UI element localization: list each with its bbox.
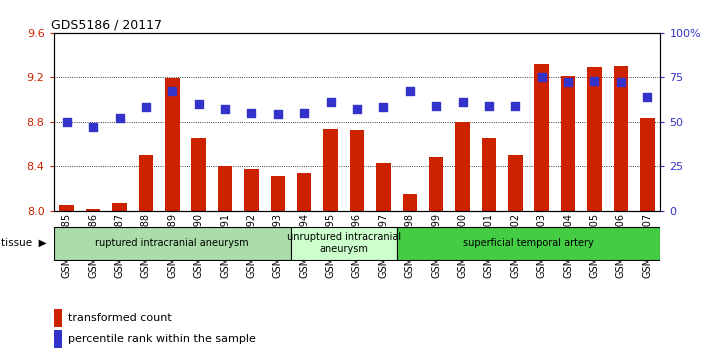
Point (193, 101, 204, 107)
Bar (456, 122, 470, 211)
Bar (165, 78, 179, 211)
Point (589, 78, 600, 83)
Point (642, 94, 653, 99)
Point (219, 106, 231, 112)
Point (483, 103, 495, 109)
Point (378, 105, 389, 110)
Point (246, 110, 257, 115)
Point (615, 79, 627, 85)
Point (61, 119, 72, 125)
Bar (587, 67, 602, 211)
Point (404, 89, 416, 94)
Bar (244, 170, 258, 211)
Bar (291, 227, 396, 260)
Bar (560, 76, 575, 211)
Bar (323, 129, 338, 211)
Bar (59, 205, 74, 211)
Bar (640, 118, 655, 211)
Point (140, 105, 151, 110)
Point (563, 79, 574, 85)
Bar (350, 130, 364, 211)
Point (536, 74, 548, 80)
Text: GDS5186 / 20117: GDS5186 / 20117 (51, 19, 161, 32)
Text: unruptured intracranial
aneurysm: unruptured intracranial aneurysm (287, 232, 401, 254)
Bar (86, 209, 101, 211)
Bar (297, 173, 311, 211)
Point (457, 99, 468, 105)
Bar (376, 163, 391, 211)
Text: ruptured intracranial aneurysm: ruptured intracranial aneurysm (96, 238, 249, 248)
Point (351, 106, 363, 112)
Bar (482, 138, 496, 211)
Bar (429, 157, 443, 211)
Point (510, 103, 521, 109)
Bar (218, 166, 232, 211)
Point (431, 103, 442, 109)
Bar (112, 203, 127, 211)
Bar (613, 66, 628, 211)
Bar (403, 194, 417, 211)
Bar (54, 227, 291, 260)
Text: transformed count: transformed count (68, 313, 171, 323)
Point (298, 110, 310, 115)
Text: tissue  ▶: tissue ▶ (1, 238, 47, 248)
Bar (535, 64, 549, 211)
Text: superficial temporal artery: superficial temporal artery (463, 238, 594, 248)
Point (166, 89, 178, 94)
Text: percentile rank within the sample: percentile rank within the sample (68, 334, 256, 344)
Bar (271, 176, 285, 211)
Bar (396, 227, 660, 260)
Point (114, 115, 125, 121)
Point (272, 111, 283, 117)
Bar (139, 155, 154, 211)
Bar (191, 138, 206, 211)
Point (325, 99, 336, 105)
Point (87, 124, 99, 130)
Bar (508, 155, 523, 211)
